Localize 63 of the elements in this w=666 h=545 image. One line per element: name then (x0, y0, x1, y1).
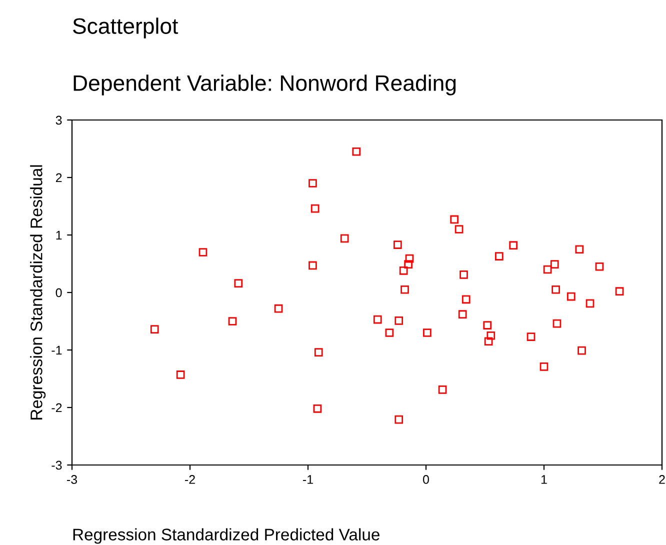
point (595, 262, 604, 271)
y-tick-label: 0 (56, 288, 62, 298)
point (394, 240, 402, 249)
point (615, 287, 624, 296)
point (313, 404, 322, 413)
y-axis-title: Regression Standardized Residual (30, 165, 46, 420)
y-tick-label: 3 (56, 116, 62, 125)
point (394, 415, 404, 424)
point (575, 245, 584, 254)
point (385, 328, 394, 337)
point (373, 315, 382, 324)
point (483, 321, 492, 330)
y-tick-label: -1 (52, 346, 62, 355)
y-tick-label: 2 (56, 173, 62, 182)
point (566, 292, 576, 301)
point (308, 179, 317, 188)
point (454, 225, 464, 234)
point (540, 362, 548, 371)
x-tick-label: 2 (659, 475, 665, 484)
point (438, 386, 447, 394)
point (274, 304, 283, 313)
point (400, 285, 409, 294)
point (234, 279, 243, 288)
point (340, 234, 349, 243)
point (484, 337, 493, 346)
point (543, 265, 552, 274)
x-tick-label: -3 (67, 475, 78, 484)
point (494, 252, 504, 260)
point (552, 285, 560, 294)
point (404, 260, 412, 268)
point (399, 266, 408, 275)
y-tick-label: -2 (52, 403, 62, 412)
point (450, 215, 458, 224)
point (586, 299, 594, 308)
x-tick-label: 0 (423, 475, 429, 484)
y-tick-label: -3 (52, 460, 62, 470)
point (462, 295, 470, 304)
x-tick-label: -1 (303, 475, 313, 484)
x-tick-label: -2 (185, 475, 195, 484)
point (198, 248, 208, 256)
y-tick-label: 1 (56, 230, 62, 240)
point (405, 254, 414, 263)
point (552, 319, 562, 328)
point (314, 348, 323, 356)
chart-title: Scatterplot (73, 18, 178, 38)
point (228, 317, 237, 326)
point (526, 332, 536, 341)
x-axis-title: Regression Standardized Predicted Value (73, 528, 380, 544)
point (176, 370, 185, 379)
point (308, 261, 317, 270)
point (486, 331, 496, 340)
point (150, 325, 159, 334)
point (423, 328, 432, 337)
point (352, 147, 361, 156)
chart-subtitle: Dependent Variable: Nonword Reading (74, 74, 456, 96)
point (550, 260, 559, 268)
point (310, 204, 320, 213)
point (460, 270, 468, 279)
point (509, 241, 518, 250)
point (458, 310, 467, 319)
x-tick-label: 1 (541, 475, 547, 484)
point (578, 346, 586, 355)
point (394, 316, 404, 325)
